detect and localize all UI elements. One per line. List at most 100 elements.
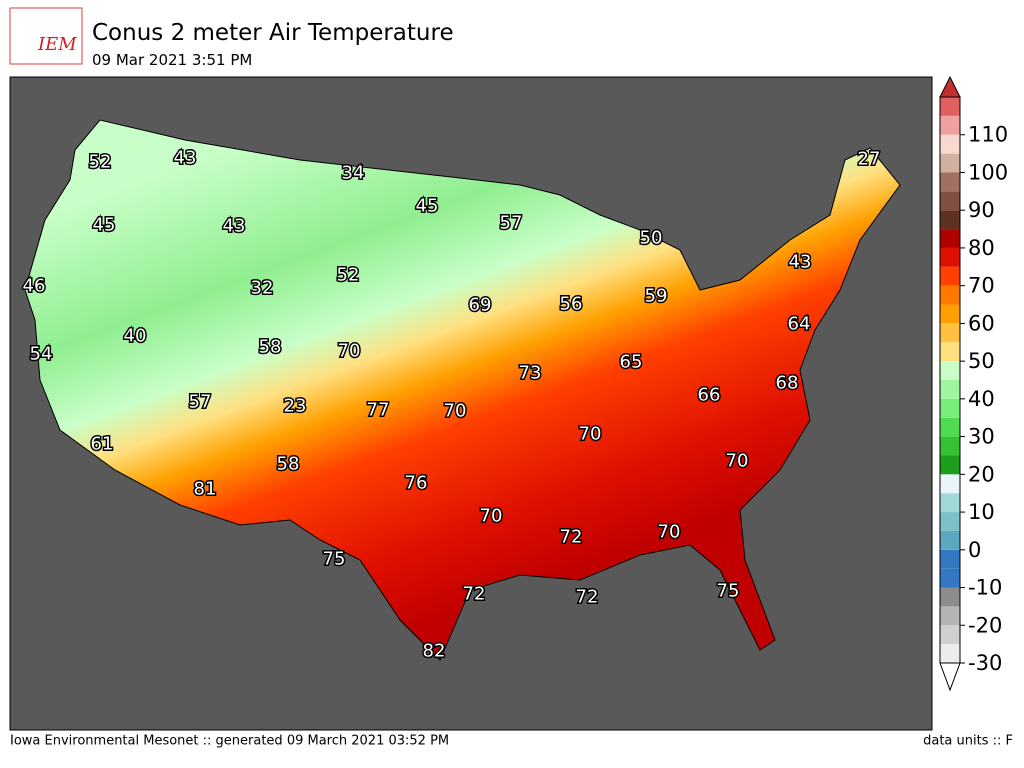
station-value: 70: [338, 341, 361, 362]
station-value: 72: [560, 527, 583, 548]
station-value: 75: [323, 549, 346, 570]
colorbar-tick-label: 100: [968, 160, 1008, 184]
logo-text: IEM: [37, 34, 77, 55]
station-value: 70: [726, 451, 749, 472]
colorbar-segment: [940, 266, 960, 286]
station-value: 57: [189, 392, 212, 413]
station-value: 32: [251, 278, 274, 299]
station-value: 76: [405, 473, 428, 494]
station-value: 73: [519, 363, 542, 384]
station-value: 77: [367, 400, 390, 421]
colorbar-segment: [940, 455, 960, 475]
colorbar-segment: [940, 417, 960, 437]
station-value: 70: [579, 424, 602, 445]
colorbar-segment: [940, 323, 960, 343]
colorbar-segment: [940, 361, 960, 380]
station-value: 58: [277, 454, 300, 475]
colorbar-segment: [940, 493, 960, 513]
colorbar: -30 -20 -10 0 10 20 30 40 50 60 70 80 90 100 110: [939, 75, 1008, 692]
colorbar-over: [939, 75, 961, 98]
colorbar-under: [939, 662, 961, 692]
colorbar-tick-label: 40: [968, 387, 995, 411]
colorbar-tick-label: 80: [968, 236, 995, 260]
station-value: 52: [337, 265, 360, 286]
colorbar-segment: [940, 134, 960, 154]
colorbar-segment: [940, 210, 960, 230]
station-value: 75: [717, 581, 740, 602]
station-value: 45: [93, 215, 116, 236]
colorbar-tick-label: 30: [968, 425, 995, 449]
colorbar-segment: [940, 191, 960, 211]
colorbar-segment: [940, 247, 960, 267]
station-value: 40: [124, 326, 147, 347]
colorbar-segment: [940, 530, 960, 550]
footer-right: data units :: F: [923, 734, 1013, 749]
station-value: 57: [500, 213, 523, 234]
colorbar-segment: [940, 115, 960, 135]
colorbar-tick-label: 0: [968, 538, 981, 562]
colorbar-tick-label: 90: [968, 198, 995, 222]
station-value: 82: [423, 641, 446, 662]
colorbar-segment: [940, 436, 960, 456]
station-value: 81: [194, 479, 217, 500]
colorbar-tick-label: -10: [968, 576, 1002, 600]
colorbar-segment: [940, 587, 960, 607]
colorbar-segment: [940, 304, 960, 324]
colorbar-segment: [940, 153, 960, 173]
station-value: 52: [89, 152, 112, 173]
station-value: 27: [858, 149, 881, 170]
colorbar-segment: [940, 568, 960, 588]
colorbar-tick-label: 20: [968, 462, 995, 486]
station-value: 69: [469, 295, 492, 316]
station-value: 43: [223, 216, 246, 237]
station-value: 66: [698, 385, 721, 406]
logo: IEM: [9, 7, 83, 65]
colorbar-tick-label: 10: [968, 500, 995, 524]
station-value: 54: [30, 344, 53, 365]
station-value: 43: [789, 252, 812, 273]
colorbar-segment: [940, 606, 960, 626]
station-value: 68: [776, 373, 799, 394]
station-value: 23: [284, 396, 307, 417]
station-value: 65: [620, 352, 643, 373]
colorbar-segment: [940, 398, 960, 418]
station-value: 45: [416, 196, 439, 217]
station-value: 34: [342, 163, 365, 184]
title: Conus 2 meter Air Temperature: [92, 20, 454, 46]
colorbar-tick-label: 50: [968, 349, 995, 373]
colorbar-segment: [940, 285, 960, 305]
station-value: 43: [174, 148, 197, 169]
colorbar-tick-label: -30: [968, 651, 1002, 675]
colorbar-segment: [940, 342, 960, 362]
colorbar-segment: [940, 229, 960, 248]
station-value: 72: [576, 587, 599, 608]
colorbar-tick-label: 110: [968, 123, 1008, 147]
colorbar-segment: [940, 625, 960, 645]
colorbar-segment: [940, 474, 960, 494]
station-value: 56: [560, 294, 583, 315]
colorbar-segment: [940, 172, 960, 192]
station-value: 70: [480, 506, 503, 527]
colorbar-segment: [940, 97, 960, 116]
colorbar-tick-label: -20: [968, 613, 1002, 637]
station-value: 58: [259, 337, 282, 358]
colorbar-tick-label: 70: [968, 274, 995, 298]
station-value: 46: [23, 276, 46, 297]
station-labels: 52 43 34 27 45 43 45 57 50 43 46 32 52 69 56 59 64 40 58 70…: [21, 146, 882, 663]
station-value: 59: [645, 286, 668, 307]
station-value: 50: [640, 228, 663, 249]
station-value: 61: [91, 434, 114, 455]
station-value: 72: [463, 584, 486, 605]
footer-left: Iowa Environmental Mesonet :: generated …: [10, 734, 449, 749]
colorbar-tick-label: 60: [968, 311, 995, 335]
colorbar-segment: [940, 380, 960, 399]
colorbar-segment: [940, 549, 960, 569]
colorbar-outline: [939, 96, 961, 664]
station-value: 64: [788, 314, 811, 335]
colorbar-segment: [940, 512, 960, 531]
station-value: 70: [658, 522, 681, 543]
subtitle: 09 Mar 2021 3:51 PM: [92, 51, 252, 69]
colorbar-segment: [940, 644, 960, 663]
conus: [24, 119, 901, 661]
